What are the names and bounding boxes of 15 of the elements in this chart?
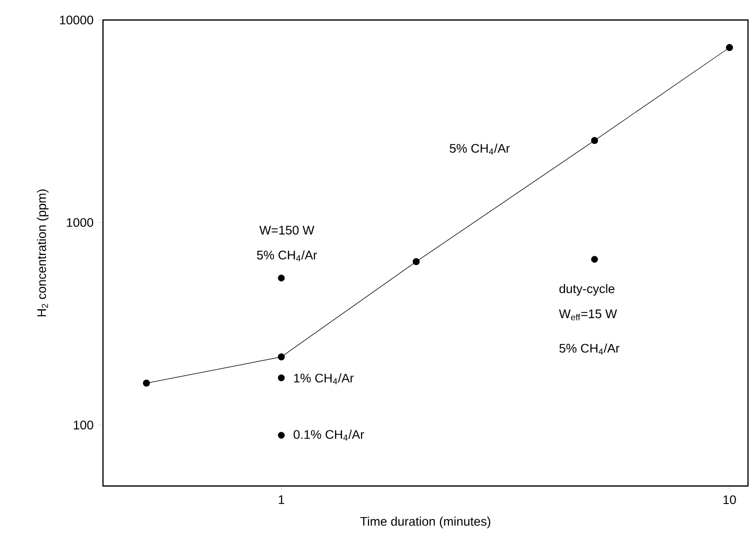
y-tick-label: 100 — [74, 420, 94, 430]
annotation: 5% CH$_{4}$/Ar — [559, 344, 620, 354]
annotation: W=150 W — [259, 226, 314, 235]
annotation: 0.1% CH$_{4}$/Ar — [294, 430, 364, 441]
y-tick-label: 1000 — [66, 218, 94, 227]
annotation: W$_{eff}$=15 W — [558, 310, 618, 320]
y-tick-label: 10000 — [60, 16, 94, 24]
x-tick-label: 1 — [278, 495, 284, 504]
annotation: 5% CH$_{4}$/Ar — [256, 250, 317, 262]
x-tick-label: 10 — [723, 495, 736, 504]
annotation: duty-cycle — [559, 284, 614, 296]
y-axis-title: H$_{2}$ concentration (ppm) — [36, 190, 49, 316]
x-axis-title: Time duration (minutes) — [360, 516, 490, 528]
annotation: 1% CH$_{4}$/Ar — [294, 373, 354, 384]
annotation: 5% CH$_{4}$/Ar — [450, 144, 510, 155]
